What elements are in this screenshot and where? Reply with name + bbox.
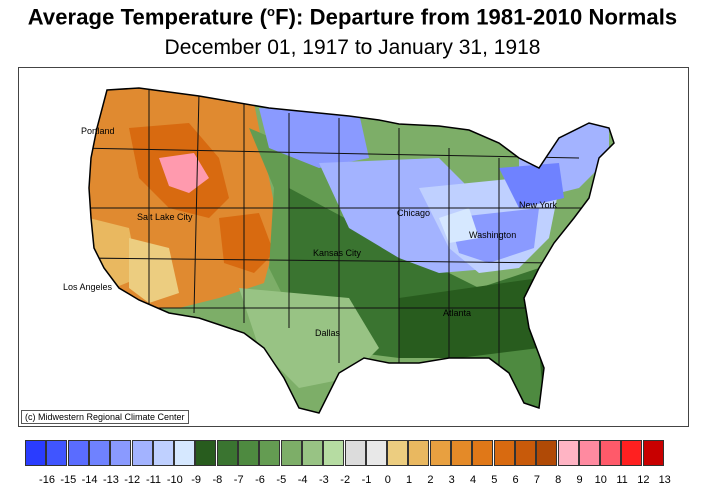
legend-tick-label: -6 [255, 474, 265, 486]
legend-swatch [216, 440, 238, 466]
credit-label: (c) Midwestern Regional Climate Center [21, 410, 189, 424]
city-new-york: New York [519, 200, 558, 210]
legend-tick-label: -12 [124, 474, 141, 486]
legend-swatch [451, 440, 472, 466]
legend-swatch [131, 440, 153, 466]
legend-swatch [195, 440, 217, 466]
legend-swatch [642, 440, 664, 466]
city-dallas: Dallas [315, 328, 341, 338]
legend-tick-label: 13 [658, 474, 671, 486]
legend-swatch [46, 440, 68, 466]
city-kansas-city: Kansas City [313, 248, 362, 258]
legend-tick-label: -7 [233, 474, 244, 486]
legend-swatch [429, 440, 451, 466]
legend-swatch [578, 440, 600, 466]
legend-swatch [259, 440, 281, 466]
legend-swatch [600, 440, 622, 466]
city-portland: Portland [81, 126, 115, 136]
legend-tick-label: 5 [491, 474, 498, 486]
legend-tick-label: -1 [361, 474, 372, 486]
legend-tick-label: -5 [276, 474, 287, 486]
legend-tick-label: 7 [533, 474, 540, 486]
legend-swatch [323, 440, 345, 466]
legend-swatch [152, 440, 174, 466]
legend-tick-label: -2 [340, 474, 351, 486]
legend-tick-label: 6 [512, 474, 519, 486]
city-los-angeles: Los Angeles [63, 282, 113, 292]
legend-swatch [365, 440, 387, 466]
city-chicago: Chicago [397, 208, 430, 218]
map-subtitle: December 01, 1917 to January 31, 1918 [164, 36, 541, 59]
legend-swatch [110, 440, 132, 466]
legend-swatch [25, 440, 46, 466]
legend-tick-label: 4 [469, 474, 477, 486]
legend-swatch [174, 440, 196, 466]
legend-tick-label: -8 [212, 474, 223, 486]
legend-swatch [514, 440, 536, 466]
legend-tick-label: 9 [576, 474, 583, 486]
legend-tick-label: -11 [145, 474, 162, 486]
map-title: Average Temperature (oF): Departure from… [27, 4, 678, 30]
legend-swatch [344, 440, 366, 466]
us-map: Portland Salt Lake City Los Angeles Kans… [63, 87, 615, 414]
legend-tick-label: 8 [555, 474, 562, 486]
legend-tick-label: -3 [319, 474, 329, 486]
legend-tick-label: 10 [594, 474, 607, 486]
city-salt-lake-city: Salt Lake City [137, 212, 193, 222]
legend-swatch [621, 440, 643, 466]
state-borders [89, 88, 614, 368]
legend-tick-label: -13 [102, 474, 119, 486]
legend-tick-label: -4 [297, 474, 308, 486]
legend-swatch [238, 440, 259, 466]
legend-tick-label: 1 [406, 474, 413, 486]
legend-swatch [408, 440, 430, 466]
legend-tick-label: 3 [448, 474, 455, 486]
legend-tick-label: 12 [637, 474, 650, 486]
city-labels: Portland Salt Lake City Los Angeles Kans… [63, 126, 558, 338]
legend-swatch [301, 440, 323, 466]
legend-swatch [557, 440, 579, 466]
legend-swatch [472, 440, 494, 466]
legend-swatch [387, 440, 409, 466]
legend-swatch [536, 440, 558, 466]
legend-swatch [280, 440, 302, 466]
legend-swatch [493, 440, 515, 466]
legend-tick-label: -9 [191, 474, 201, 486]
legend-swatch [67, 440, 89, 466]
map-panel: Portland Salt Lake City Los Angeles Kans… [18, 67, 689, 427]
legend-tick-label: -16 [39, 474, 55, 486]
legend-tick-label: 11 [616, 474, 628, 486]
us-outline [88, 87, 615, 414]
legend-tick-label: -10 [166, 474, 183, 486]
legend-tick-label: -14 [81, 474, 98, 486]
legend-swatch [88, 440, 110, 466]
legend-tick-label: -15 [60, 474, 77, 486]
city-atlanta: Atlanta [443, 308, 471, 318]
city-washington: Washington [469, 230, 516, 240]
legend-tick-label: 0 [384, 474, 391, 486]
legend-tick-label: 2 [427, 474, 434, 486]
